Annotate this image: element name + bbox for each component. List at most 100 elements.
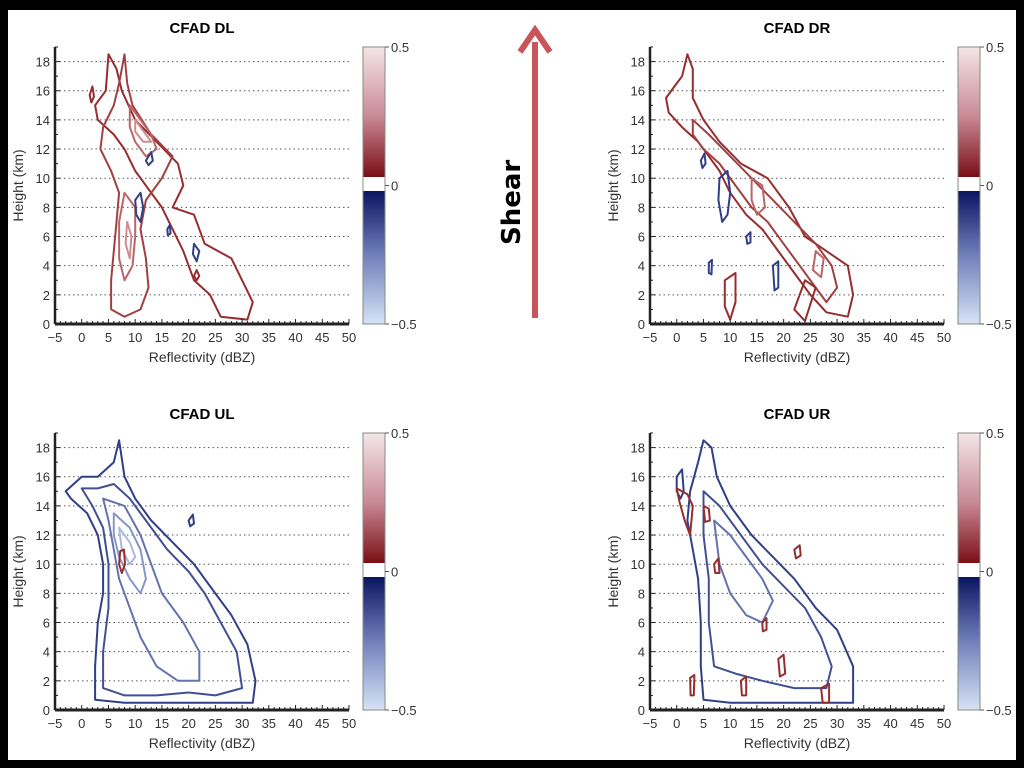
negative-contour	[713, 519, 774, 624]
x-axis-label: Reflectivity (dBZ)	[744, 349, 851, 365]
x-tick-label: 45	[315, 330, 329, 345]
negative-contour	[166, 223, 172, 237]
panel-title: CFAD UL	[170, 406, 235, 423]
y-tick-label: 6	[638, 230, 645, 245]
colorbar-tick-label: −0.5	[391, 317, 417, 332]
y-tick-label: 12	[36, 142, 50, 157]
positive-contour	[777, 653, 787, 678]
negative-contour	[64, 439, 257, 704]
y-tick-label: 6	[43, 230, 50, 245]
y-tick-label: 2	[638, 674, 645, 689]
colorbar-tick-label: 0.5	[986, 426, 1004, 441]
positive-contour	[702, 504, 711, 523]
panel-cfad-dl: −5 0 5 10 15 20 25 30 35 40 45 50024681012141618CFA…	[10, 20, 417, 365]
positive-contour	[124, 220, 133, 260]
positive-contour	[665, 53, 855, 318]
x-tick-label: 15	[155, 716, 169, 731]
positive-contour	[134, 118, 153, 143]
x-tick-label: 40	[883, 716, 897, 731]
positive-contour	[691, 118, 839, 304]
negative-contour	[118, 526, 137, 566]
x-axis-label: Reflectivity (dBZ)	[149, 349, 256, 365]
y-tick-label: 16	[631, 84, 645, 99]
colorbar	[957, 46, 981, 325]
x-tick-label: 5	[105, 716, 112, 731]
y-tick-label: 8	[638, 586, 645, 601]
colorbar-tick-label: 0	[986, 565, 993, 580]
positive-contour	[675, 487, 694, 537]
negative-contour	[144, 151, 154, 167]
x-tick-label: 20	[181, 330, 195, 345]
y-tick-label: 14	[36, 113, 50, 128]
y-tick-label: 0	[43, 317, 50, 332]
x-tick-label: 5	[105, 330, 112, 345]
y-tick-label: 8	[43, 586, 50, 601]
x-tick-label: 0	[673, 716, 680, 731]
negative-contour	[102, 497, 201, 682]
y-tick-label: 0	[638, 317, 645, 332]
x-tick-label: −5	[643, 330, 658, 345]
x-tick-label: −5	[48, 330, 63, 345]
y-tick-label: 4	[43, 259, 50, 274]
x-tick-label: 0	[673, 330, 680, 345]
positive-contour	[739, 675, 748, 697]
figure-canvas	[8, 10, 1016, 760]
y-tick-label: 6	[638, 616, 645, 631]
negative-contour	[771, 260, 780, 292]
y-tick-label: 14	[631, 113, 645, 128]
x-tick-label: 25	[208, 330, 222, 345]
negative-contour	[187, 513, 195, 528]
x-tick-label: 40	[288, 716, 302, 731]
shear-arrow-head	[517, 24, 553, 54]
y-tick-label: 12	[631, 142, 645, 157]
y-tick-label: 4	[638, 645, 645, 660]
x-tick-label: 25	[803, 330, 817, 345]
x-tick-label: 10	[723, 330, 737, 345]
positive-contour	[713, 557, 721, 574]
x-tick-label: 30	[830, 716, 844, 731]
x-tick-label: 5	[700, 330, 707, 345]
x-tick-label: 10	[128, 330, 142, 345]
x-tick-label: 15	[750, 716, 764, 731]
x-tick-label: 15	[155, 330, 169, 345]
y-tick-label: 12	[36, 528, 50, 543]
positive-contour	[118, 548, 126, 574]
negative-contour	[717, 169, 732, 223]
x-tick-label: 15	[750, 330, 764, 345]
positive-contour	[793, 279, 817, 323]
x-axis-label: Reflectivity (dBZ)	[744, 735, 851, 751]
negative-contour	[699, 152, 707, 169]
y-tick-label: 0	[638, 703, 645, 718]
positive-contour	[88, 85, 95, 104]
y-tick-label: 16	[36, 470, 50, 485]
x-tick-label: 10	[128, 716, 142, 731]
colorbar-tick-label: −0.5	[391, 703, 417, 718]
y-tick-label: 18	[36, 55, 50, 70]
panel-title: CFAD DL	[170, 20, 235, 37]
y-tick-label: 6	[43, 616, 50, 631]
x-tick-label: 20	[776, 716, 790, 731]
x-tick-label: 50	[937, 330, 951, 345]
y-tick-label: 10	[36, 171, 50, 186]
y-tick-label: 0	[43, 703, 50, 718]
negative-contour	[191, 242, 201, 263]
positive-contour	[793, 544, 802, 560]
x-tick-label: −5	[48, 716, 63, 731]
x-tick-label: 30	[235, 716, 249, 731]
x-tick-label: 45	[315, 716, 329, 731]
negative-contour	[686, 439, 855, 704]
positive-contour	[99, 53, 174, 318]
y-tick-label: 4	[43, 645, 50, 660]
x-tick-label: 10	[723, 716, 737, 731]
shear-label: Shear	[497, 160, 527, 245]
x-tick-label: 0	[78, 716, 85, 731]
colorbar	[362, 432, 386, 711]
x-axis-label: Reflectivity (dBZ)	[149, 735, 256, 751]
y-tick-label: 12	[631, 528, 645, 543]
positive-contour	[94, 53, 254, 321]
panel-cfad-ul: −5 0 5 10 15 20 25 30 35 40 45 50024681012141618CFA…	[10, 406, 417, 751]
x-tick-label: 35	[857, 330, 871, 345]
y-tick-label: 16	[631, 470, 645, 485]
x-tick-label: −5	[643, 716, 658, 731]
